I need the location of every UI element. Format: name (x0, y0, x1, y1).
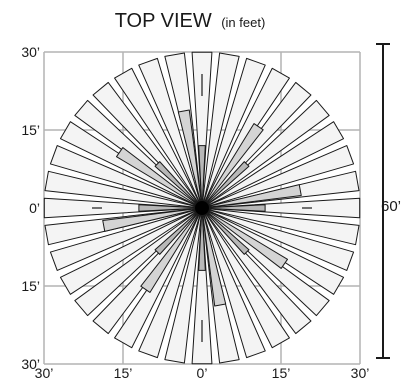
short-spoke (154, 161, 203, 209)
long-spoke (164, 207, 203, 364)
left-axis-label: 30’ (21, 44, 40, 60)
long-spoke (201, 52, 240, 209)
long-spoke (114, 67, 203, 209)
title-sub: (in feet) (221, 15, 265, 30)
bottom-axis-label: 15’ (272, 365, 291, 381)
long-spoke (59, 207, 203, 295)
bottom-axis-label: 15’ (114, 365, 133, 381)
long-spoke (201, 207, 266, 359)
left-axis-label: 15’ (21, 278, 40, 294)
long-spoke (138, 57, 203, 209)
short-spoke (154, 207, 203, 255)
medium-spoke (140, 207, 203, 293)
long-spoke (201, 207, 290, 349)
long-spoke (43, 197, 203, 219)
long-spoke (201, 207, 312, 335)
long-spoke (201, 207, 355, 271)
bottom-axis-label: 30’ (351, 365, 370, 381)
long-spoke (74, 207, 203, 317)
long-spoke (191, 51, 213, 209)
bottom-axis-label: 0’ (197, 365, 208, 381)
left-axis-label: 30’ (21, 356, 40, 372)
medium-spoke (115, 147, 203, 209)
center-hub (195, 201, 209, 215)
height-dimension: 60’ (376, 43, 401, 359)
spoke-pattern (43, 51, 361, 365)
long-spoke (44, 170, 203, 209)
short-spoke (198, 145, 206, 209)
long-spoke (201, 121, 345, 209)
medium-spoke (201, 184, 302, 209)
diagram-title: TOP VIEW (in feet) (115, 10, 266, 32)
title-main: TOP VIEW (115, 10, 212, 32)
long-spoke (138, 207, 203, 359)
left-axis-labels: 30’ 15’ 0’ 15’ 30’ (21, 44, 40, 372)
left-axis-label: 0’ (29, 200, 40, 216)
short-spoke (138, 204, 203, 212)
long-spoke (201, 57, 266, 209)
medium-spoke (201, 207, 289, 269)
left-axis-label: 15’ (21, 122, 40, 138)
short-spoke (201, 204, 266, 212)
bottom-axis-labels: 30’ 15’ 0’ 15’ 30’ (35, 365, 370, 381)
medium-spoke (177, 109, 203, 209)
long-spoke (201, 145, 355, 209)
long-spoke (201, 207, 360, 246)
long-spoke (49, 145, 203, 209)
short-spoke (198, 207, 206, 271)
long-spoke (191, 207, 213, 365)
long-spoke (92, 81, 203, 209)
short-spoke (201, 161, 250, 209)
bottom-axis-label: 30’ (35, 365, 54, 381)
medium-spoke (102, 207, 203, 232)
short-spoke (201, 207, 250, 255)
long-spoke (49, 207, 203, 271)
long-spoke (201, 197, 361, 219)
long-spoke (201, 99, 330, 209)
medium-spoke (201, 123, 264, 209)
dimension-label: 60’ (381, 198, 401, 215)
medium-spoke (201, 207, 227, 307)
